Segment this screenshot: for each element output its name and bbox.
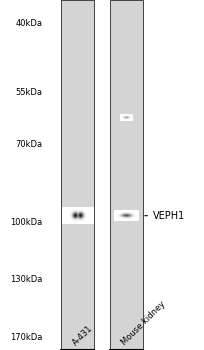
Text: A-431: A-431 <box>71 324 95 348</box>
Bar <box>61 0 94 350</box>
Text: Mouse kidney: Mouse kidney <box>120 300 168 348</box>
Text: 170kDa: 170kDa <box>10 333 43 342</box>
Text: 70kDa: 70kDa <box>16 140 43 149</box>
Text: 55kDa: 55kDa <box>16 88 43 97</box>
Text: 130kDa: 130kDa <box>10 275 43 284</box>
Bar <box>110 0 143 350</box>
Text: 40kDa: 40kDa <box>16 19 43 28</box>
Text: 100kDa: 100kDa <box>11 218 43 227</box>
Text: VEPH1: VEPH1 <box>145 211 185 221</box>
